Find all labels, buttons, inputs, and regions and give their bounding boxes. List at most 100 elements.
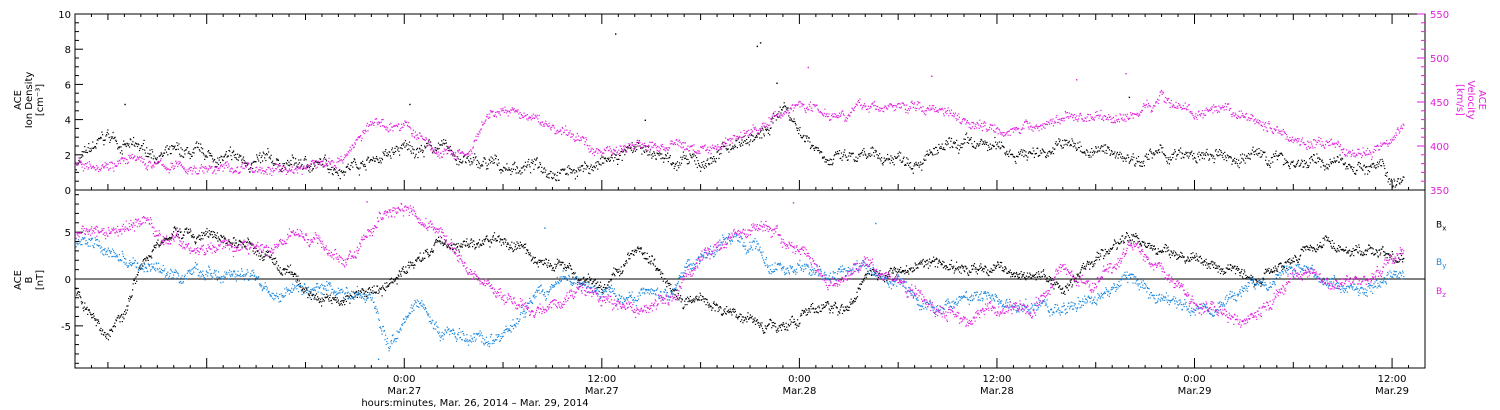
- data-point: [524, 246, 526, 248]
- data-point: [314, 294, 316, 296]
- data-point: [1097, 114, 1099, 116]
- data-point: [230, 171, 232, 173]
- data-point: [234, 244, 236, 246]
- data-point: [595, 148, 598, 150]
- data-point: [1047, 155, 1049, 157]
- data-point: [1227, 155, 1229, 157]
- data-point: [1008, 130, 1010, 132]
- data-point: [278, 165, 280, 167]
- data-point: [970, 128, 972, 130]
- data-point: [341, 170, 343, 172]
- data-point: [595, 165, 598, 167]
- data-point: [1195, 161, 1197, 163]
- data-point: [499, 169, 501, 171]
- data-point: [397, 126, 399, 128]
- data-point: [1057, 143, 1059, 145]
- data-point: [979, 140, 981, 143]
- data-point: [217, 163, 220, 165]
- data-point: [352, 144, 354, 146]
- data-point: [302, 288, 304, 290]
- data-point: [386, 286, 388, 288]
- data-point: [1344, 162, 1346, 164]
- data-point: [380, 288, 382, 290]
- data-point: [1163, 100, 1165, 102]
- data-point: [477, 136, 479, 138]
- data-point: [769, 124, 771, 126]
- data-point: [1282, 134, 1284, 136]
- data-point: [893, 164, 895, 166]
- data-point: [405, 272, 407, 274]
- data-point: [1273, 155, 1275, 157]
- data-point: [1343, 148, 1345, 150]
- data-point: [212, 161, 214, 163]
- data-point: [1249, 119, 1251, 122]
- data-point: [86, 151, 88, 153]
- data-point: [142, 161, 144, 164]
- data-point: [1119, 113, 1121, 115]
- data-point: [1225, 157, 1227, 159]
- data-point: [1398, 129, 1400, 131]
- data-point: [381, 287, 383, 289]
- data-point: [863, 104, 865, 107]
- data-point: [194, 241, 196, 243]
- data-point: [871, 146, 873, 148]
- data-point: [274, 257, 277, 259]
- data-point: [563, 169, 565, 171]
- data-point: [353, 146, 355, 148]
- data-point: [801, 105, 803, 107]
- data-point: [849, 115, 851, 117]
- data-point: [376, 118, 378, 120]
- data-point: [175, 149, 177, 151]
- data-point: [400, 127, 402, 129]
- data-point: [1200, 154, 1202, 157]
- data-point: [170, 152, 172, 155]
- data-point: [441, 241, 443, 243]
- data-point: [259, 152, 261, 154]
- data-point: [760, 127, 762, 129]
- data-point: [447, 147, 449, 149]
- data-point: [517, 247, 519, 249]
- data-point: [324, 165, 326, 167]
- data-point: [194, 243, 197, 245]
- data-point: [1039, 126, 1041, 128]
- data-point: [1353, 155, 1355, 157]
- data-point: [1363, 152, 1365, 154]
- data-point: [100, 136, 102, 138]
- data-point: [814, 106, 816, 108]
- data-point: [746, 138, 748, 141]
- data-point: [480, 165, 482, 167]
- data-point: [1357, 164, 1359, 166]
- data-point: [799, 106, 801, 108]
- data-point: [502, 241, 504, 243]
- data-point: [260, 254, 262, 256]
- data-point: [1025, 151, 1027, 153]
- data-point: [676, 138, 678, 141]
- data-point: [272, 261, 274, 264]
- data-point: [175, 163, 177, 165]
- data-point: [393, 153, 395, 155]
- data-point: [783, 102, 785, 104]
- data-point: [419, 252, 421, 254]
- data-point: [412, 129, 414, 131]
- data-point: [358, 137, 360, 139]
- data-point: [559, 261, 561, 263]
- data-point: [1167, 157, 1169, 159]
- data-point: [387, 155, 389, 157]
- data-point: [1316, 153, 1318, 155]
- data-point: [989, 148, 991, 151]
- data-point: [1218, 105, 1220, 107]
- data-point: [198, 238, 201, 240]
- data-point: [711, 162, 713, 164]
- data-point: [455, 152, 457, 154]
- data-point: [1378, 163, 1380, 165]
- data-point: [999, 148, 1001, 150]
- data-point: [1332, 143, 1334, 145]
- data-point: [830, 119, 832, 121]
- data-point: [80, 163, 83, 165]
- data-point: [106, 163, 108, 165]
- data-point: [322, 160, 324, 162]
- data-point: [402, 143, 404, 145]
- data-point: [1224, 106, 1226, 108]
- data-point: [763, 133, 765, 135]
- data-point: [567, 134, 569, 136]
